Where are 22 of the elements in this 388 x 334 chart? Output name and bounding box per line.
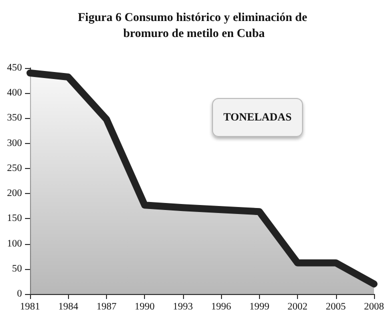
y-tick-label: 250	[7, 162, 22, 174]
x-tick-label: 1993	[172, 302, 193, 312]
y-tick-label: 0	[17, 288, 22, 300]
chart-title: Figura 6 Consumo histórico y eliminación de bromuro de metilo en Cuba	[78, 10, 310, 40]
y-tick-label: 350	[7, 112, 22, 124]
annotation: TONELADAS	[223, 112, 292, 124]
x-tick-label: 1987	[96, 302, 116, 312]
x-tick-label: 1981	[20, 302, 40, 312]
y-tick-label: 50	[12, 263, 22, 274]
y-tick-label: 200	[7, 188, 22, 200]
x-tick-label: 1984	[58, 302, 78, 312]
y-tick-label: 150	[7, 213, 22, 224]
x-tick-label: 1999	[249, 302, 270, 312]
x-tick-label: 2002	[288, 302, 308, 312]
x-tick-label: 2008	[364, 302, 384, 312]
y-tick-label: 400	[7, 88, 22, 99]
x-tick-label: 1990	[134, 302, 155, 312]
x-tick-label: 1996	[211, 302, 232, 312]
y-tick-label: 450	[7, 62, 22, 74]
y-tick-label: 300	[7, 138, 22, 149]
x-tick-label: 2005	[326, 302, 346, 312]
y-tick-label: 100	[7, 238, 22, 250]
